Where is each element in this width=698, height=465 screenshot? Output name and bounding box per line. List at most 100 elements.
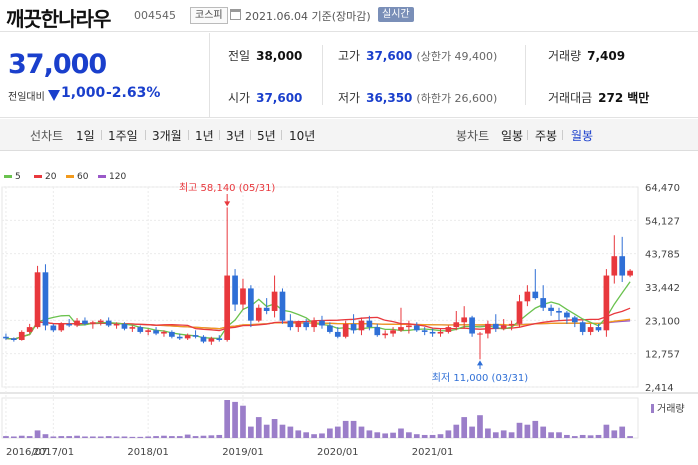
y-tick-label: 12,757 xyxy=(645,350,680,361)
volume-bar xyxy=(619,426,626,438)
candle-body xyxy=(437,331,444,334)
candle-body xyxy=(121,323,128,329)
stock-header: 깨끗한나라우 004545 코스피 2021.06.04 기준(장마감) 실시간 xyxy=(0,0,698,32)
volume-bar xyxy=(508,432,515,438)
tab-daily[interactable]: 일봉 xyxy=(501,129,524,143)
candle-body xyxy=(421,330,428,332)
volume-bar xyxy=(500,430,507,438)
quote-date: 2021.06.04 기준(장마감) xyxy=(245,10,371,23)
candle-body xyxy=(453,322,460,328)
realtime-button[interactable]: 실시간 xyxy=(378,7,414,22)
volume-bar xyxy=(255,417,262,438)
stock-name: 깨끗한나라우 xyxy=(6,7,111,31)
legend-ma5: 5 xyxy=(4,172,21,182)
volume-bar xyxy=(421,434,428,438)
candle-body xyxy=(390,330,396,334)
volume-bar xyxy=(50,436,57,438)
legend-label: 120 xyxy=(109,172,127,182)
candle-body xyxy=(3,336,9,339)
tab-3m[interactable]: 3개월 xyxy=(152,129,182,143)
stat-sub: (하한가 26,600) xyxy=(416,92,498,105)
candle-body xyxy=(342,323,349,337)
volume-bar xyxy=(216,434,223,438)
x-tick-label: 2018/01 xyxy=(127,447,169,458)
volume-bar xyxy=(374,432,381,438)
high-arrow-icon xyxy=(224,201,231,207)
tab-weekly[interactable]: 주봉 xyxy=(535,129,558,143)
candle-body xyxy=(429,331,436,334)
candle-body xyxy=(350,323,357,331)
volume-bar xyxy=(137,436,144,438)
stat-sub: 백만 xyxy=(627,91,650,105)
volume-bar xyxy=(398,428,404,438)
candle-body xyxy=(516,301,523,324)
candle-body xyxy=(477,333,483,335)
legend-swatch xyxy=(34,175,42,178)
stat-open: 시가 37,600 xyxy=(228,88,302,108)
volume-bar xyxy=(169,436,175,438)
volume-bar xyxy=(3,436,9,438)
candle-body xyxy=(279,291,286,321)
volume-bar xyxy=(105,436,112,438)
candle-body xyxy=(255,307,262,321)
candle-body xyxy=(579,322,586,332)
stat-value: 272 xyxy=(598,91,624,105)
volume-bar xyxy=(564,434,570,438)
tab-1w[interactable]: 1주일 xyxy=(108,129,138,143)
y-tick-label: 43,785 xyxy=(645,250,680,261)
candle-body xyxy=(374,327,381,336)
ma5-line xyxy=(5,281,631,340)
legend-label: 5 xyxy=(15,172,21,182)
volume-bar xyxy=(579,434,586,438)
x-tick-label: 2017/01 xyxy=(33,447,75,458)
volume-bar xyxy=(176,436,183,438)
volume-bar xyxy=(342,420,349,438)
legend-label: 60 xyxy=(77,172,89,182)
candle-body xyxy=(11,338,17,340)
volume-bar xyxy=(366,430,373,438)
legend-label: 20 xyxy=(45,172,57,182)
market-badge: 코스피 xyxy=(190,7,228,24)
candle-body xyxy=(145,330,152,332)
volume-bar xyxy=(26,436,33,438)
y-tick-label: 54,127 xyxy=(645,216,680,227)
legend-swatch xyxy=(66,175,74,178)
legend-ma120: 120 xyxy=(98,172,126,182)
candle-body xyxy=(105,320,112,326)
volume-bar xyxy=(469,426,475,438)
volume-bar xyxy=(248,426,254,438)
volume-bar xyxy=(350,420,357,438)
candle-body xyxy=(627,270,633,276)
stat-value: 38,000 xyxy=(256,49,303,63)
candle-body xyxy=(406,325,412,328)
candle-body xyxy=(113,323,120,326)
candle-body xyxy=(295,322,302,328)
candle-body xyxy=(216,338,223,340)
down-arrow-icon xyxy=(48,90,60,101)
tab-3y[interactable]: 3년 xyxy=(226,129,245,143)
volume-bar xyxy=(121,436,128,438)
volume-bar xyxy=(319,433,325,438)
candle-body xyxy=(161,331,167,334)
candle-body xyxy=(224,275,231,340)
candle-body xyxy=(26,327,33,332)
stat-label: 고가 xyxy=(338,49,361,63)
tab-5y[interactable]: 5년 xyxy=(257,129,276,143)
candle-body xyxy=(58,323,65,331)
low-annotation: 최저 11,000 (03/31) xyxy=(432,372,528,384)
tab-1d[interactable]: 1일 xyxy=(76,129,95,143)
volume-bar xyxy=(382,433,389,438)
tab-10y[interactable]: 10년 xyxy=(289,129,316,143)
line-chart-label: 선차트 xyxy=(30,129,64,143)
tab-monthly[interactable]: 월봉 xyxy=(571,129,594,143)
y-tick-label: 64,470 xyxy=(645,183,680,194)
volume-bar xyxy=(208,435,215,438)
high-annotation: 최고 58,140 (05/31) xyxy=(179,182,275,194)
volume-bar xyxy=(66,436,72,438)
candle-body xyxy=(90,322,96,324)
candle-body xyxy=(587,327,594,332)
tab-1y[interactable]: 1년 xyxy=(195,129,214,143)
volume-bar xyxy=(58,436,65,438)
tab-divider xyxy=(145,130,146,140)
